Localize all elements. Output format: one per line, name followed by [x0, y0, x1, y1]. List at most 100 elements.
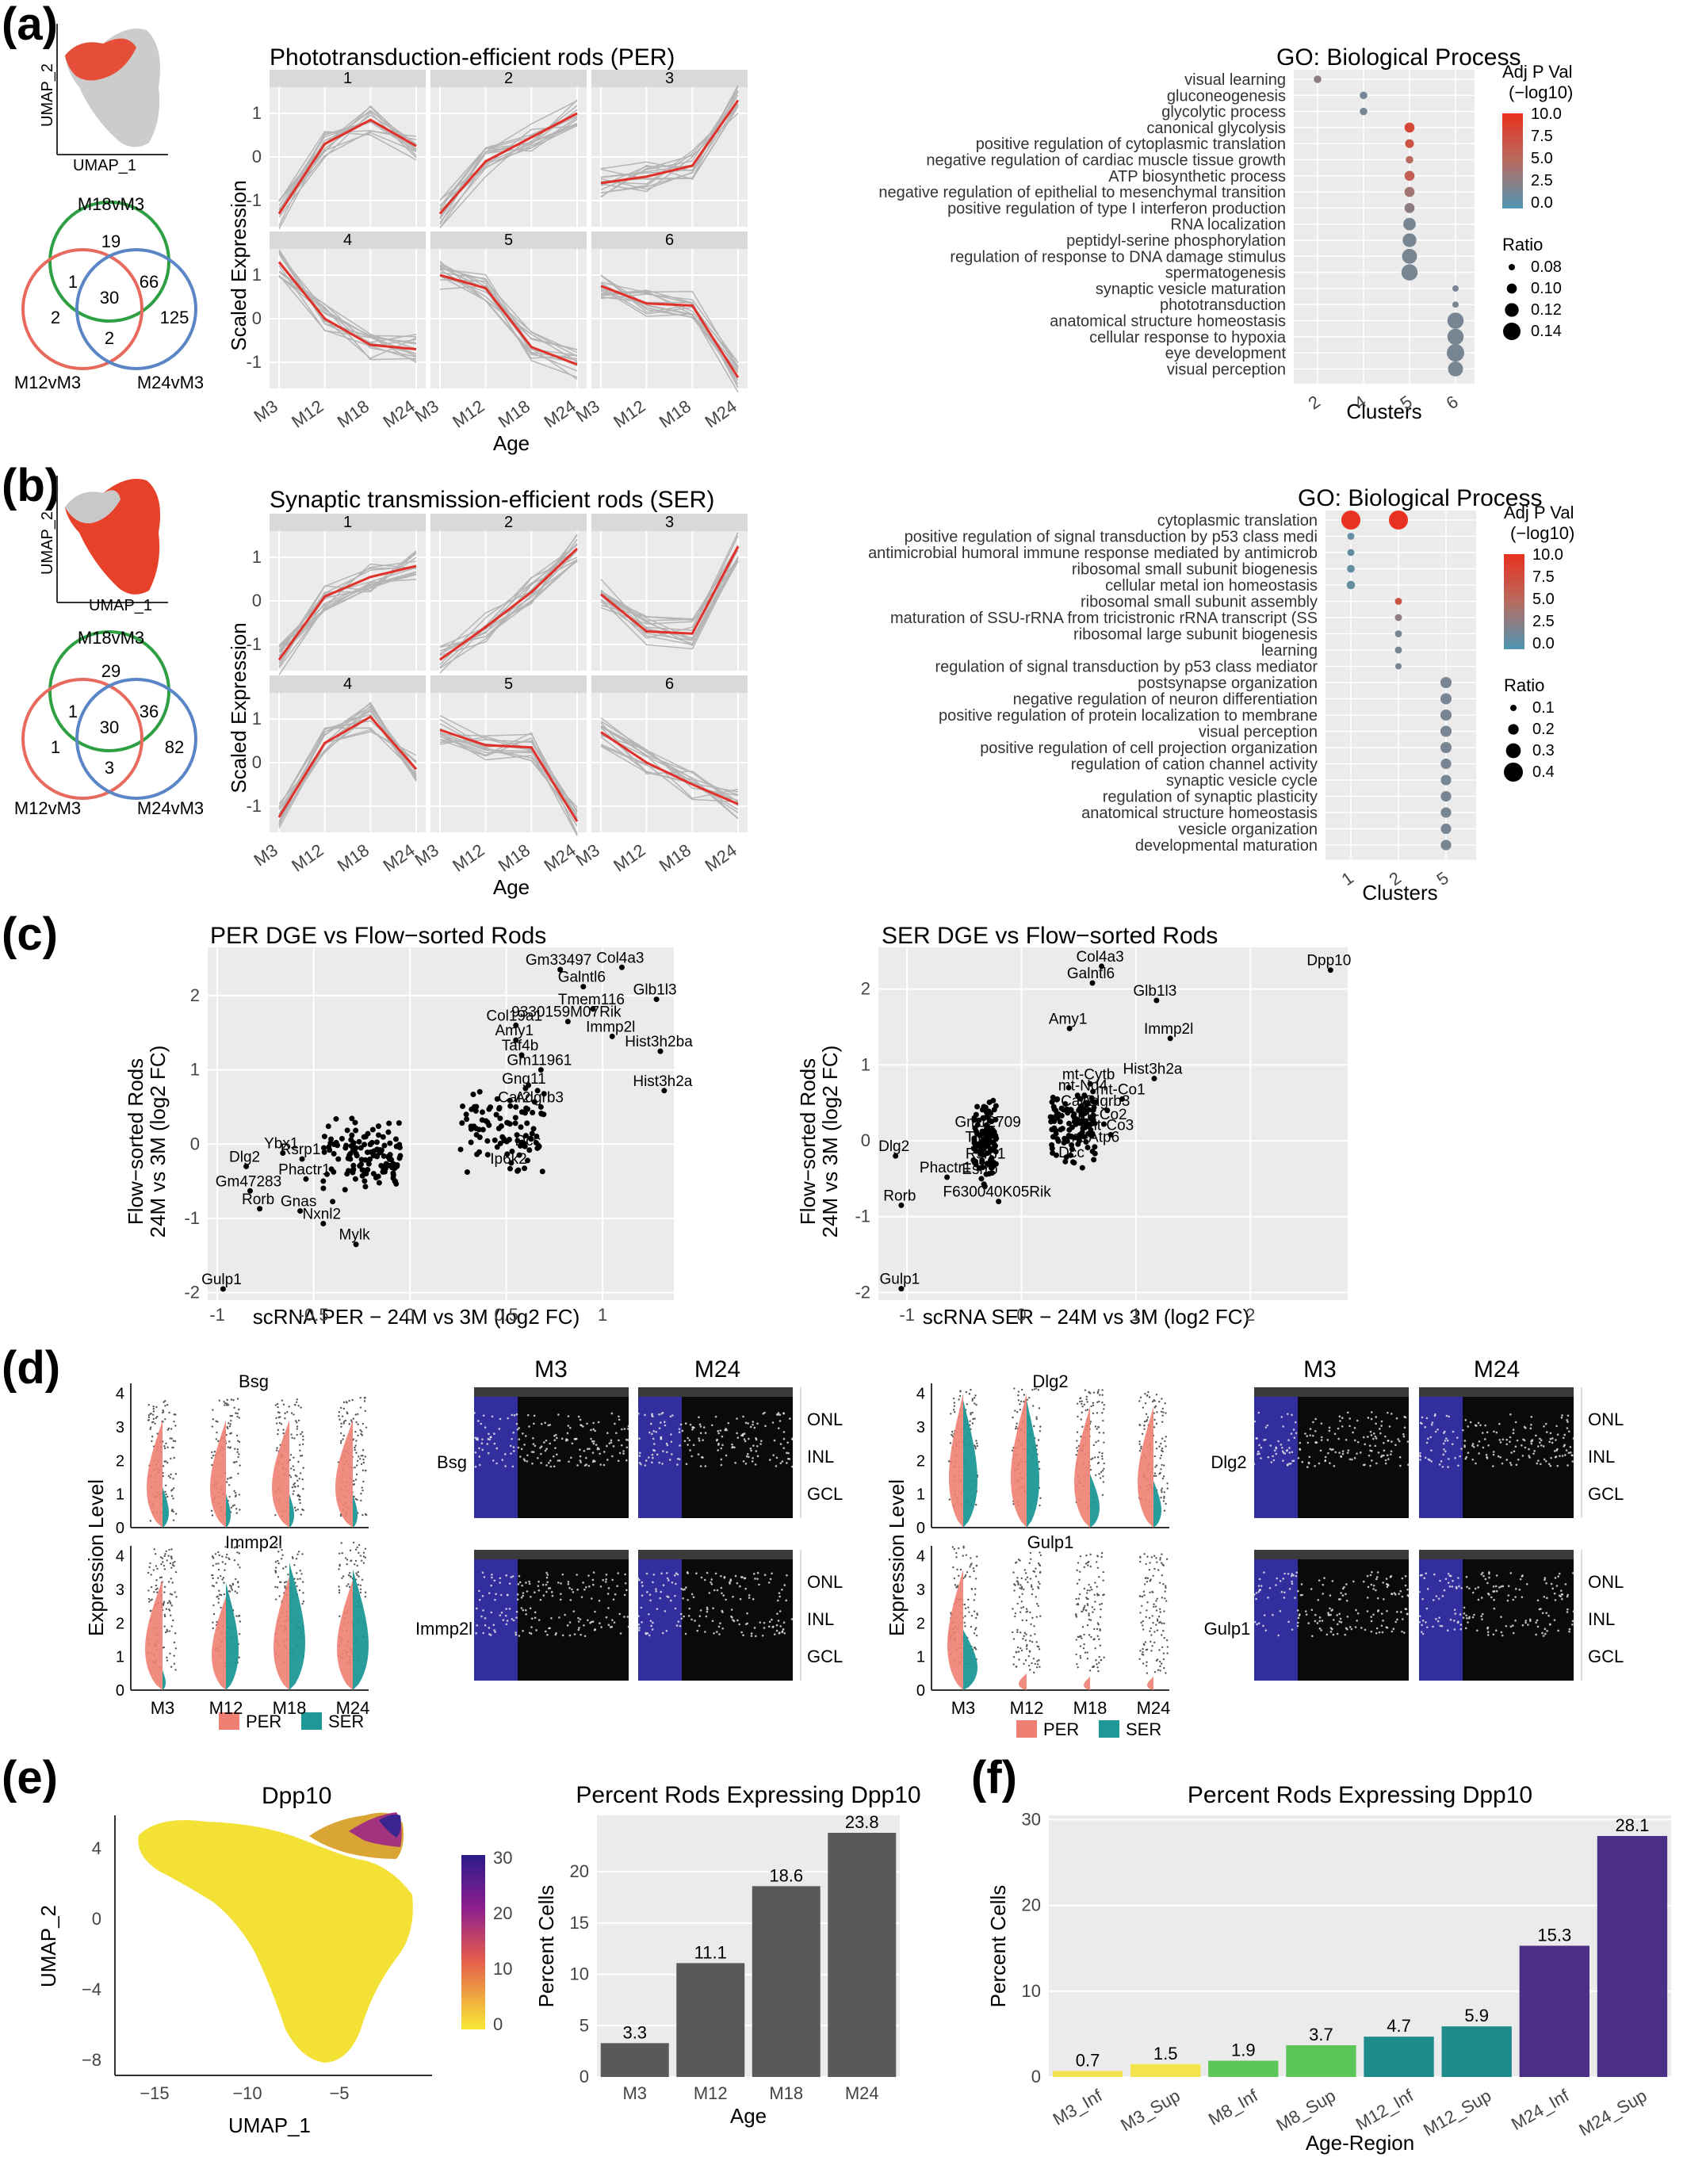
scatter-per-ytick: 1 [190, 1060, 200, 1080]
trend-b-xtick: M18 [495, 840, 534, 876]
violin-left-cell-dot [228, 1484, 231, 1486]
violin-right-cell-dot [1081, 1637, 1083, 1639]
violin-left-cell-dot [342, 1422, 346, 1425]
trend-a-gene-line [278, 253, 417, 363]
scatter-per-point [530, 1109, 536, 1115]
go-b-term: ribosomal small subunit biogenesis [1072, 561, 1318, 579]
scatter-ser-point [979, 1157, 985, 1164]
violin-right-cell-dot [973, 1397, 976, 1399]
go-b-legend-size-dot [1510, 705, 1517, 711]
violin-right-cell-dot [1145, 1616, 1147, 1618]
scatter-ser-point [1107, 1131, 1114, 1138]
violin-right-cell-dot [1153, 1426, 1156, 1429]
violin-right-cell-dot [969, 1575, 971, 1578]
trend-a-xtick: M24 [379, 396, 418, 432]
bar-age-bar [752, 1886, 821, 2077]
violin-left-cell-dot [172, 1510, 174, 1513]
violin-right-cell-dot [1088, 1390, 1090, 1394]
violin-right-cell-dot [970, 1388, 972, 1391]
trend-b-facet-label: 6 [665, 675, 674, 693]
go-a-term: negative regulation of epithelial to mes… [878, 184, 1286, 201]
violin-left-cell-dot [152, 1417, 155, 1421]
violin-right-cell-dot [975, 1403, 977, 1406]
violin-left-cell-dot [239, 1566, 241, 1569]
violin-left-cell-dot [229, 1414, 231, 1417]
violin-left-cell-dot [163, 1555, 166, 1558]
scatter-per-point [590, 1006, 596, 1012]
bar-age-region-title: Percent Rods Expressing Dpp10 [1188, 1782, 1532, 1808]
scatter-ser-point [1054, 1096, 1060, 1103]
trend-a-xtick: M24 [540, 396, 579, 432]
umap-small-a-ylabel: UMAP_2 [39, 63, 56, 127]
violin-right-cell-dot [976, 1555, 978, 1558]
violin-left-cell-dot [357, 1413, 359, 1416]
venn-b-right-label: M24vM3 [137, 798, 204, 818]
violin-left-cell-dot [362, 1469, 365, 1471]
violin-left-cell-dot [293, 1486, 296, 1488]
violin-left-cell-dot [163, 1585, 166, 1589]
violin-left-cell-dot [365, 1426, 368, 1429]
violin-left-cell-dot [171, 1509, 174, 1511]
violin-right-cell-dot [965, 1390, 968, 1394]
violin-right-cell-dot [1088, 1583, 1090, 1586]
violin-left-cell-dot [302, 1600, 305, 1603]
violin-right-cell-dot [1161, 1574, 1164, 1577]
scatter-per-point [320, 1178, 327, 1184]
trend-b-xtick: M12 [288, 840, 327, 876]
umap-small-a: UMAP_1 UMAP_2 [39, 24, 168, 174]
violin-left-cell-dot [224, 1404, 226, 1406]
violin-right-cell-dot [1101, 1394, 1104, 1396]
scatter-ser-point [1100, 1121, 1107, 1127]
violin-left-cell-dot [228, 1557, 230, 1559]
venn-b-right-only: 82 [165, 737, 184, 757]
violin-left-cell-dot [295, 1509, 297, 1512]
violin-left-cell-dot [155, 1565, 158, 1567]
violin-right-cell-dot [1014, 1409, 1016, 1412]
trend-a-xtick: M12 [610, 396, 648, 432]
violin-right-cell-dot [1149, 1591, 1151, 1593]
scatter-per-point [243, 1163, 250, 1169]
violin-left-cell-dot [226, 1404, 228, 1406]
scatter-per-point [529, 1130, 535, 1137]
violin-right-legend-per: PER [1043, 1719, 1079, 1739]
violin-right-cell-dot [1102, 1475, 1104, 1478]
go-b-term: regulation of cation channel activity [1071, 756, 1318, 774]
violin-right-cell-dot [964, 1607, 967, 1609]
violin-left-cell-dot [358, 1455, 360, 1458]
violin-left-cell-dot [296, 1428, 299, 1430]
scatter-per-point [501, 1138, 507, 1144]
violin-right-cell-dot [1017, 1390, 1020, 1393]
scatter-per-xtick: 0.5 [494, 1305, 518, 1325]
scatter-per-point [528, 1136, 534, 1142]
scatter-per-point [618, 964, 625, 970]
violin-right-cell-dot [1012, 1631, 1014, 1634]
violin-right-cell-dot [1144, 1393, 1146, 1395]
violin-right-cell-dot [1162, 1464, 1165, 1467]
violin-right-cell-dot [1018, 1658, 1020, 1661]
scatter-per-gene-label: Hist3h2ba [625, 1034, 693, 1050]
violin-right-xtick: M12 [1010, 1698, 1044, 1718]
scatter-per-point [349, 1115, 355, 1122]
violin-left-cell-dot [235, 1615, 238, 1617]
violin-left-cell-dot [235, 1512, 238, 1514]
scatter-per-point [508, 1160, 515, 1166]
violin-left-cell-dot [274, 1404, 277, 1406]
violin-left-cell-dot [235, 1508, 238, 1510]
scatter-per-point [247, 1188, 253, 1194]
trend-a-xlabel: Age [493, 431, 530, 455]
go-b-legend-color-tick: 7.5 [1532, 568, 1555, 586]
scatter-per-gene-label: Rsrp1 [281, 1142, 321, 1158]
violin-right-cell-dot [1096, 1401, 1099, 1403]
violin-left-cell-dot [211, 1456, 213, 1459]
micro-right-layer-gcl: GCL [1588, 1484, 1624, 1504]
violin-right-cell-dot [1153, 1455, 1156, 1458]
scatter-per-point [531, 1099, 537, 1105]
go-b-legend-size-tick: 0.3 [1532, 742, 1555, 759]
violin-right-cell-dot [1165, 1639, 1169, 1642]
scatter-ser-ytick: -2 [855, 1282, 870, 1302]
violin-left-cell-dot [174, 1560, 176, 1563]
go-b-dot [1440, 790, 1452, 802]
violin-left-cell-dot [282, 1432, 285, 1435]
violin-left-cell-dot [345, 1401, 347, 1403]
